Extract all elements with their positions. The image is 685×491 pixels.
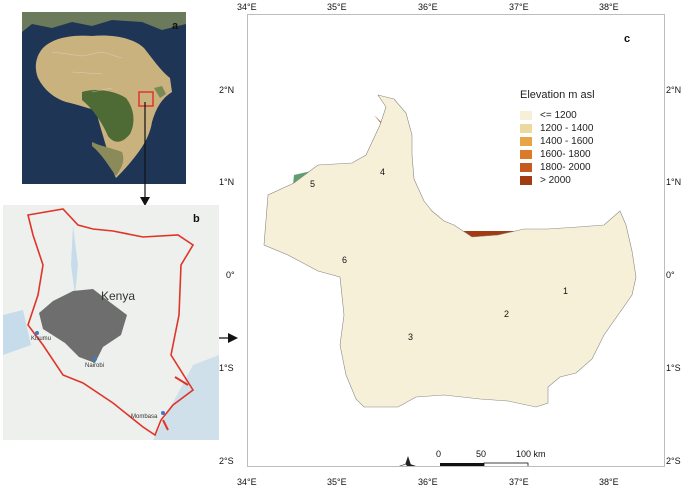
lon-top-35: 35°E [327,2,347,12]
lat-right-2n: 2°N [666,85,682,95]
lon-top-38: 38°E [599,2,619,12]
legend-swatch [520,150,532,159]
legend-label: 1800- 2000 [540,162,591,173]
elevation-map-canvas [263,94,637,479]
city-label-mombasa: Mombasa [131,414,158,420]
kenya-highlight-box [138,91,154,107]
legend-label: 1400 - 1600 [540,136,594,147]
lat-left-2s: 2°S [219,456,234,466]
scale-label-100: 100 km [516,449,546,459]
zone-label-1: 1 [563,286,569,296]
legend-swatch [520,111,532,120]
kenya-base-map [3,205,219,440]
lat-left-1n: 1°N [219,177,235,187]
kenya-map: b Kenya Kisumu Nairobi Mombasa [3,205,219,440]
zone-label-3: 3 [408,332,414,342]
kenya-border [27,208,195,437]
legend-label: 1200 - 1400 [540,123,594,134]
panel-b-label: b [193,213,200,225]
legend-swatch [520,124,532,133]
study-area-gray [39,289,127,363]
city-label-kisumu: Kisumu [31,336,52,342]
lon-bottom-34: 34°E [237,477,257,487]
elevation-map: c Elevation m asl <= 1200 1200 - 1400 1400… [247,14,665,479]
scale-label-0: 0 [436,449,442,459]
lon-top-37: 37°E [509,2,529,12]
legend-title: Elevation m asl [520,89,595,101]
panel-a-label: a [172,20,179,32]
arrow-right-icon [228,333,238,343]
lat-left-0: 0° [226,270,235,280]
lon-bottom-36: 36°E [418,477,438,487]
lon-bottom-38: 38°E [599,477,619,487]
lat-right-1s: 1°S [666,363,681,373]
lon-top-34: 34°E [237,2,257,12]
nairobi-marker [93,357,97,361]
africa-overview-map: a [22,12,186,184]
scale-label-50: 50 [476,449,487,459]
lon-bottom-37: 37°E [509,477,529,487]
zone-label-2: 2 [504,309,510,319]
legend-swatch [520,176,532,185]
zone-label-5: 5 [310,179,316,189]
legend-label: 1600- 1800 [540,149,591,160]
legend-swatch [520,137,532,146]
lat-left-2n: 2°N [219,85,235,95]
country-label: Kenya [101,289,136,303]
legend-swatch [520,163,532,172]
lat-right-1n: 1°N [666,177,682,187]
scale-bar-black [440,463,484,471]
scale-bar-white [483,462,529,472]
legend-label: <= 1200 [540,110,577,121]
kisumu-marker [35,331,39,335]
panel-c-label: c [624,33,631,45]
africa-satellite-image [22,12,186,184]
lat-right-2s: 2°S [666,456,681,466]
north-arrow-icon [396,456,419,479]
zone-label-6: 6 [342,255,348,265]
indian-ocean [153,355,219,440]
lat-left-1s: 1°S [219,363,234,373]
lake-turkana [71,225,78,295]
legend-label: > 2000 [540,175,571,186]
city-label-nairobi: Nairobi [85,363,105,369]
lake-victoria [3,310,31,355]
zone-label-4: 4 [380,167,386,177]
lon-top-36: 36°E [418,2,438,12]
lon-bottom-35: 35°E [327,477,347,487]
lat-right-0: 0° [666,270,675,280]
mombasa-marker [161,411,165,415]
